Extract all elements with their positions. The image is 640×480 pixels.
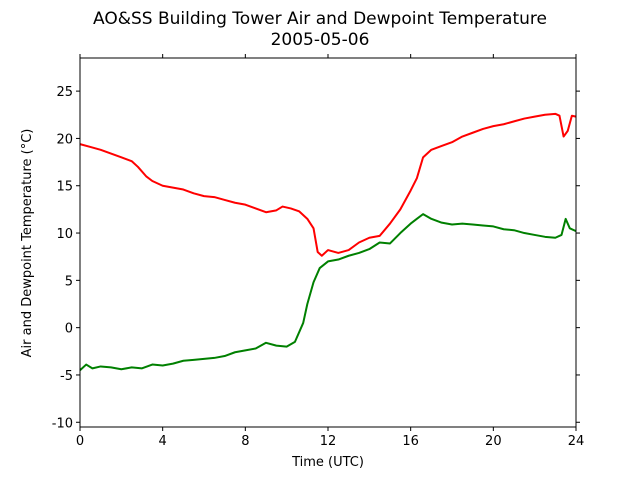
y-tick-label: 25 <box>56 85 73 100</box>
series-line-2 <box>79 213 577 371</box>
y-tick-label: 5 <box>65 274 73 289</box>
x-tick-label: 20 <box>485 434 502 449</box>
y-tick-label: 20 <box>56 132 73 147</box>
series-layer <box>79 112 577 371</box>
y-axis-label: Air and Dewpoint Temperature (°C) <box>20 129 35 358</box>
x-tick-label: 24 <box>568 434 585 449</box>
chart-subtitle: 2005-05-06 <box>271 30 370 50</box>
chart-title: AO&SS Building Tower Air and Dewpoint Te… <box>93 9 547 29</box>
y-tick-label: -5 <box>60 369 73 384</box>
y-tick-label: 0 <box>65 322 73 337</box>
x-tick-label: 16 <box>402 434 419 449</box>
y-tick-label: 10 <box>56 227 73 242</box>
y-tick-label: 15 <box>56 180 73 195</box>
x-tick-label: 8 <box>241 434 249 449</box>
x-axis-label: Time (UTC) <box>291 455 364 470</box>
tick-layer: 0 4 8 12 16 20 24 -10 -5 0 5 10 15 20 25 <box>52 54 585 449</box>
x-tick-label: 12 <box>320 434 337 449</box>
series-line-1 <box>79 112 577 257</box>
plot-frame <box>79 57 577 428</box>
y-tick-label: -10 <box>52 416 73 431</box>
x-tick-label: 4 <box>159 434 167 449</box>
x-tick-label: 0 <box>76 434 84 449</box>
